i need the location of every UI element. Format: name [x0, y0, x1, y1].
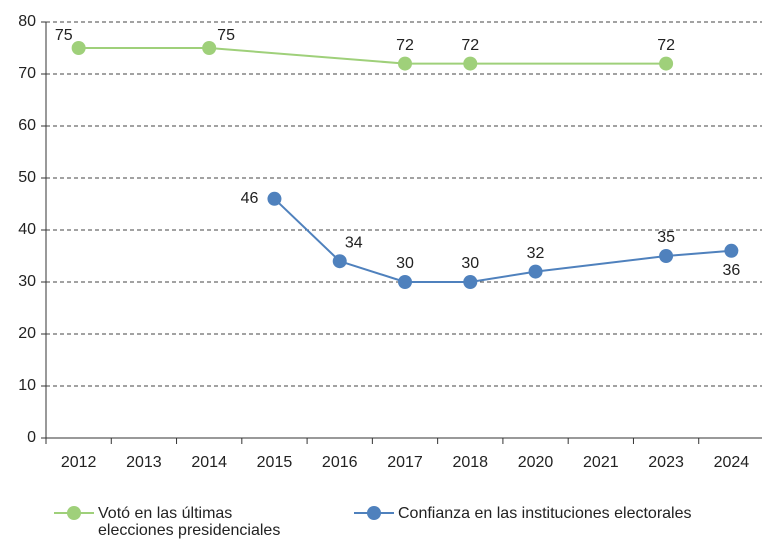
data-label: 72 — [657, 37, 675, 54]
legend-swatch — [54, 506, 94, 520]
y-tick-label: 80 — [18, 13, 36, 30]
legend-label: Confianza en las instituciones electoral… — [398, 505, 692, 522]
data-label: 72 — [461, 37, 479, 54]
marker — [398, 56, 412, 71]
line-segment — [339, 260, 406, 283]
x-tick-label: 2020 — [518, 454, 554, 470]
x-tick-label: 2016 — [322, 454, 358, 470]
data-label: 72 — [396, 37, 414, 54]
line-segment — [666, 249, 732, 257]
x-tick-label: 2015 — [257, 454, 293, 470]
marker — [528, 264, 543, 279]
y-tick-label: 0 — [27, 429, 36, 446]
data-label: 34 — [345, 234, 363, 251]
marker — [202, 41, 217, 55]
data-label: 30 — [461, 255, 479, 272]
marker — [71, 41, 86, 55]
y-tick-label: 40 — [18, 221, 36, 238]
y-tick-label: 20 — [18, 325, 36, 342]
x-tick-label: 2024 — [714, 454, 750, 470]
data-label: 75 — [217, 27, 235, 44]
marker — [463, 56, 478, 71]
line-segment — [470, 270, 536, 283]
y-tick-label: 50 — [18, 169, 36, 186]
y-tick-label: 70 — [18, 65, 36, 82]
line-segment — [273, 198, 341, 262]
y-tick-label: 10 — [18, 377, 36, 394]
x-tick-label: 2018 — [452, 454, 488, 470]
marker — [267, 191, 282, 206]
data-label: 36 — [722, 262, 740, 279]
y-tick-label: 60 — [18, 117, 36, 134]
plot: 0 10 20 30 40 50 60 70 80 2012 2013 2014 2015 2016 201… — [18, 13, 762, 470]
y-tick-label: 30 — [18, 273, 36, 290]
marker — [332, 254, 347, 269]
x-tick-label: 2023 — [648, 454, 684, 470]
data-label: 46 — [241, 190, 259, 207]
data-label: 32 — [527, 245, 545, 262]
marker — [398, 275, 412, 289]
x-tick-label: 2013 — [126, 454, 162, 470]
x-tick-label: 2014 — [191, 454, 227, 470]
marker — [659, 249, 674, 263]
marker — [659, 56, 674, 71]
data-label: 35 — [657, 229, 675, 246]
x-tick-label: 2021 — [583, 454, 619, 470]
x-tick-label: 2017 — [387, 454, 423, 470]
legend-swatch — [354, 506, 394, 520]
legend-marker — [67, 506, 81, 520]
x-tick-label: 2012 — [61, 454, 97, 470]
marker — [463, 275, 478, 289]
legend-label: Votó en las últimas elecciones presidenc… — [98, 505, 281, 539]
marker — [724, 243, 739, 258]
legend-marker — [367, 506, 381, 520]
line-segment — [209, 47, 406, 65]
data-label: 75 — [55, 27, 73, 44]
line-segment — [535, 255, 667, 273]
data-label: 30 — [396, 255, 414, 272]
